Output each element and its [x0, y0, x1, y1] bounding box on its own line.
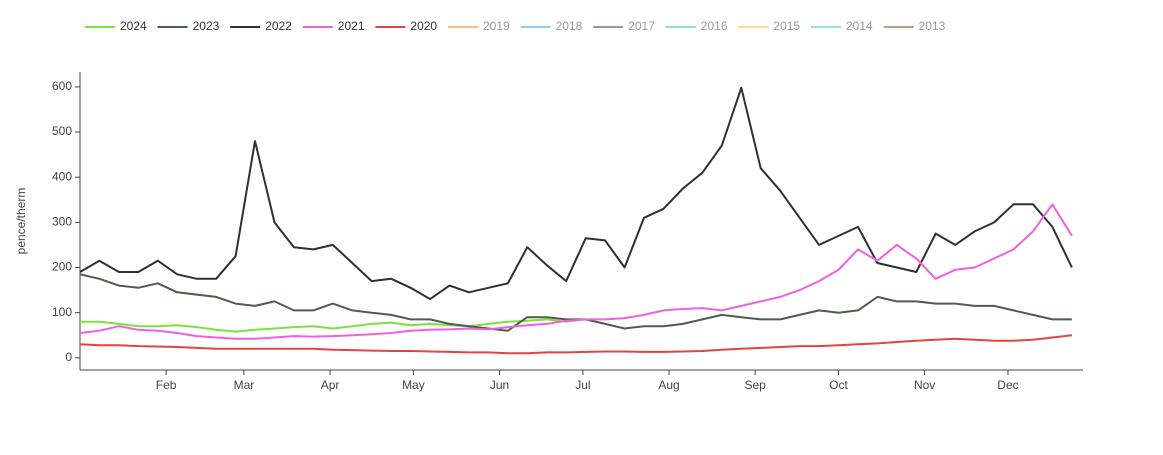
y-tick-label: 200 — [52, 260, 72, 274]
x-tick-label: Sep — [744, 378, 766, 392]
x-tick-label: Jul — [575, 378, 590, 392]
y-axis-label: pence/therm — [14, 188, 28, 255]
series-line — [79, 86, 1073, 301]
y-tick-label: 300 — [52, 215, 72, 229]
series-line — [79, 273, 1072, 332]
series-line — [79, 203, 1073, 340]
legend-label[interactable]: 2014 — [846, 19, 873, 33]
legend-label[interactable]: 2013 — [919, 19, 946, 33]
y-tick-label: 400 — [52, 169, 72, 183]
x-tick-label: Aug — [658, 378, 679, 392]
x-tick-label: Dec — [997, 378, 1018, 392]
y-tick-label: 100 — [52, 305, 72, 319]
legend-label[interactable]: 2022 — [265, 19, 292, 33]
series-line — [80, 318, 586, 333]
x-tick-label: Jun — [490, 378, 509, 392]
x-tick-label: Oct — [829, 378, 848, 392]
legend-label[interactable]: 2024 — [120, 19, 147, 33]
legend-label[interactable]: 2018 — [556, 19, 583, 33]
legend-label[interactable]: 2015 — [773, 19, 800, 33]
legend-label[interactable]: 2021 — [338, 19, 365, 33]
series-line — [79, 334, 1073, 355]
legend-label[interactable]: 2019 — [483, 19, 510, 33]
y-tick-label: 600 — [52, 79, 72, 93]
legend-label[interactable]: 2017 — [628, 19, 655, 33]
x-tick-label: Mar — [234, 378, 255, 392]
y-tick-label: 0 — [65, 350, 72, 364]
y-tick-label: 500 — [52, 124, 72, 138]
x-tick-label: May — [402, 378, 425, 392]
x-tick-label: Feb — [156, 378, 177, 392]
legend-label[interactable]: 2023 — [193, 19, 220, 33]
legend-label[interactable]: 2016 — [701, 19, 728, 33]
x-tick-label: Apr — [321, 378, 340, 392]
x-tick-label: Nov — [914, 378, 935, 392]
legend-label[interactable]: 2020 — [410, 19, 437, 33]
